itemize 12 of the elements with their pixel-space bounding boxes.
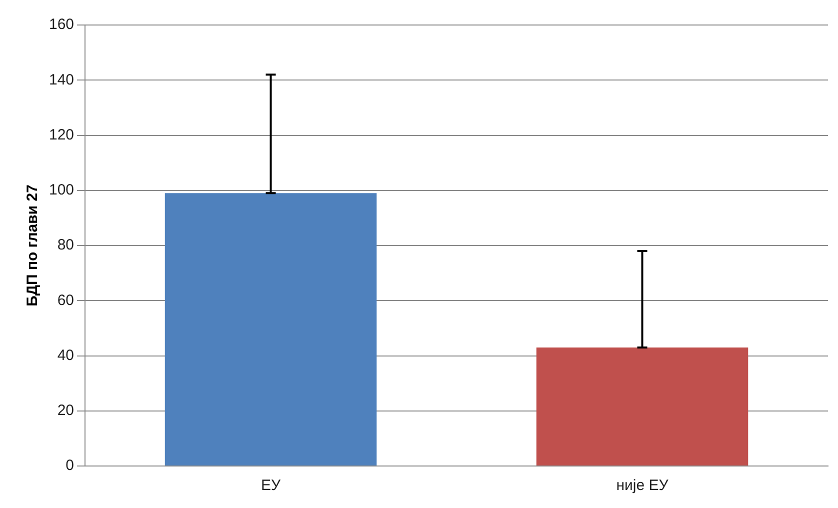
y-tick-label: 100: [48, 182, 74, 199]
y-tick-label: 0: [66, 457, 74, 474]
y-tick-label: 60: [57, 292, 74, 309]
y-tick-label: 80: [57, 236, 74, 254]
x-tick-label: није ЕУ: [616, 477, 669, 494]
x-tick-label: ЕУ: [260, 477, 281, 494]
y-tick-label: 20: [57, 402, 74, 420]
y-tick-label: 160: [48, 16, 74, 34]
y-tick-label: 40: [57, 346, 74, 364]
y-axis-title: БДП по глави 27: [24, 184, 42, 306]
y-tick-label: 120: [48, 126, 74, 144]
y-tick-label: 140: [48, 71, 74, 88]
